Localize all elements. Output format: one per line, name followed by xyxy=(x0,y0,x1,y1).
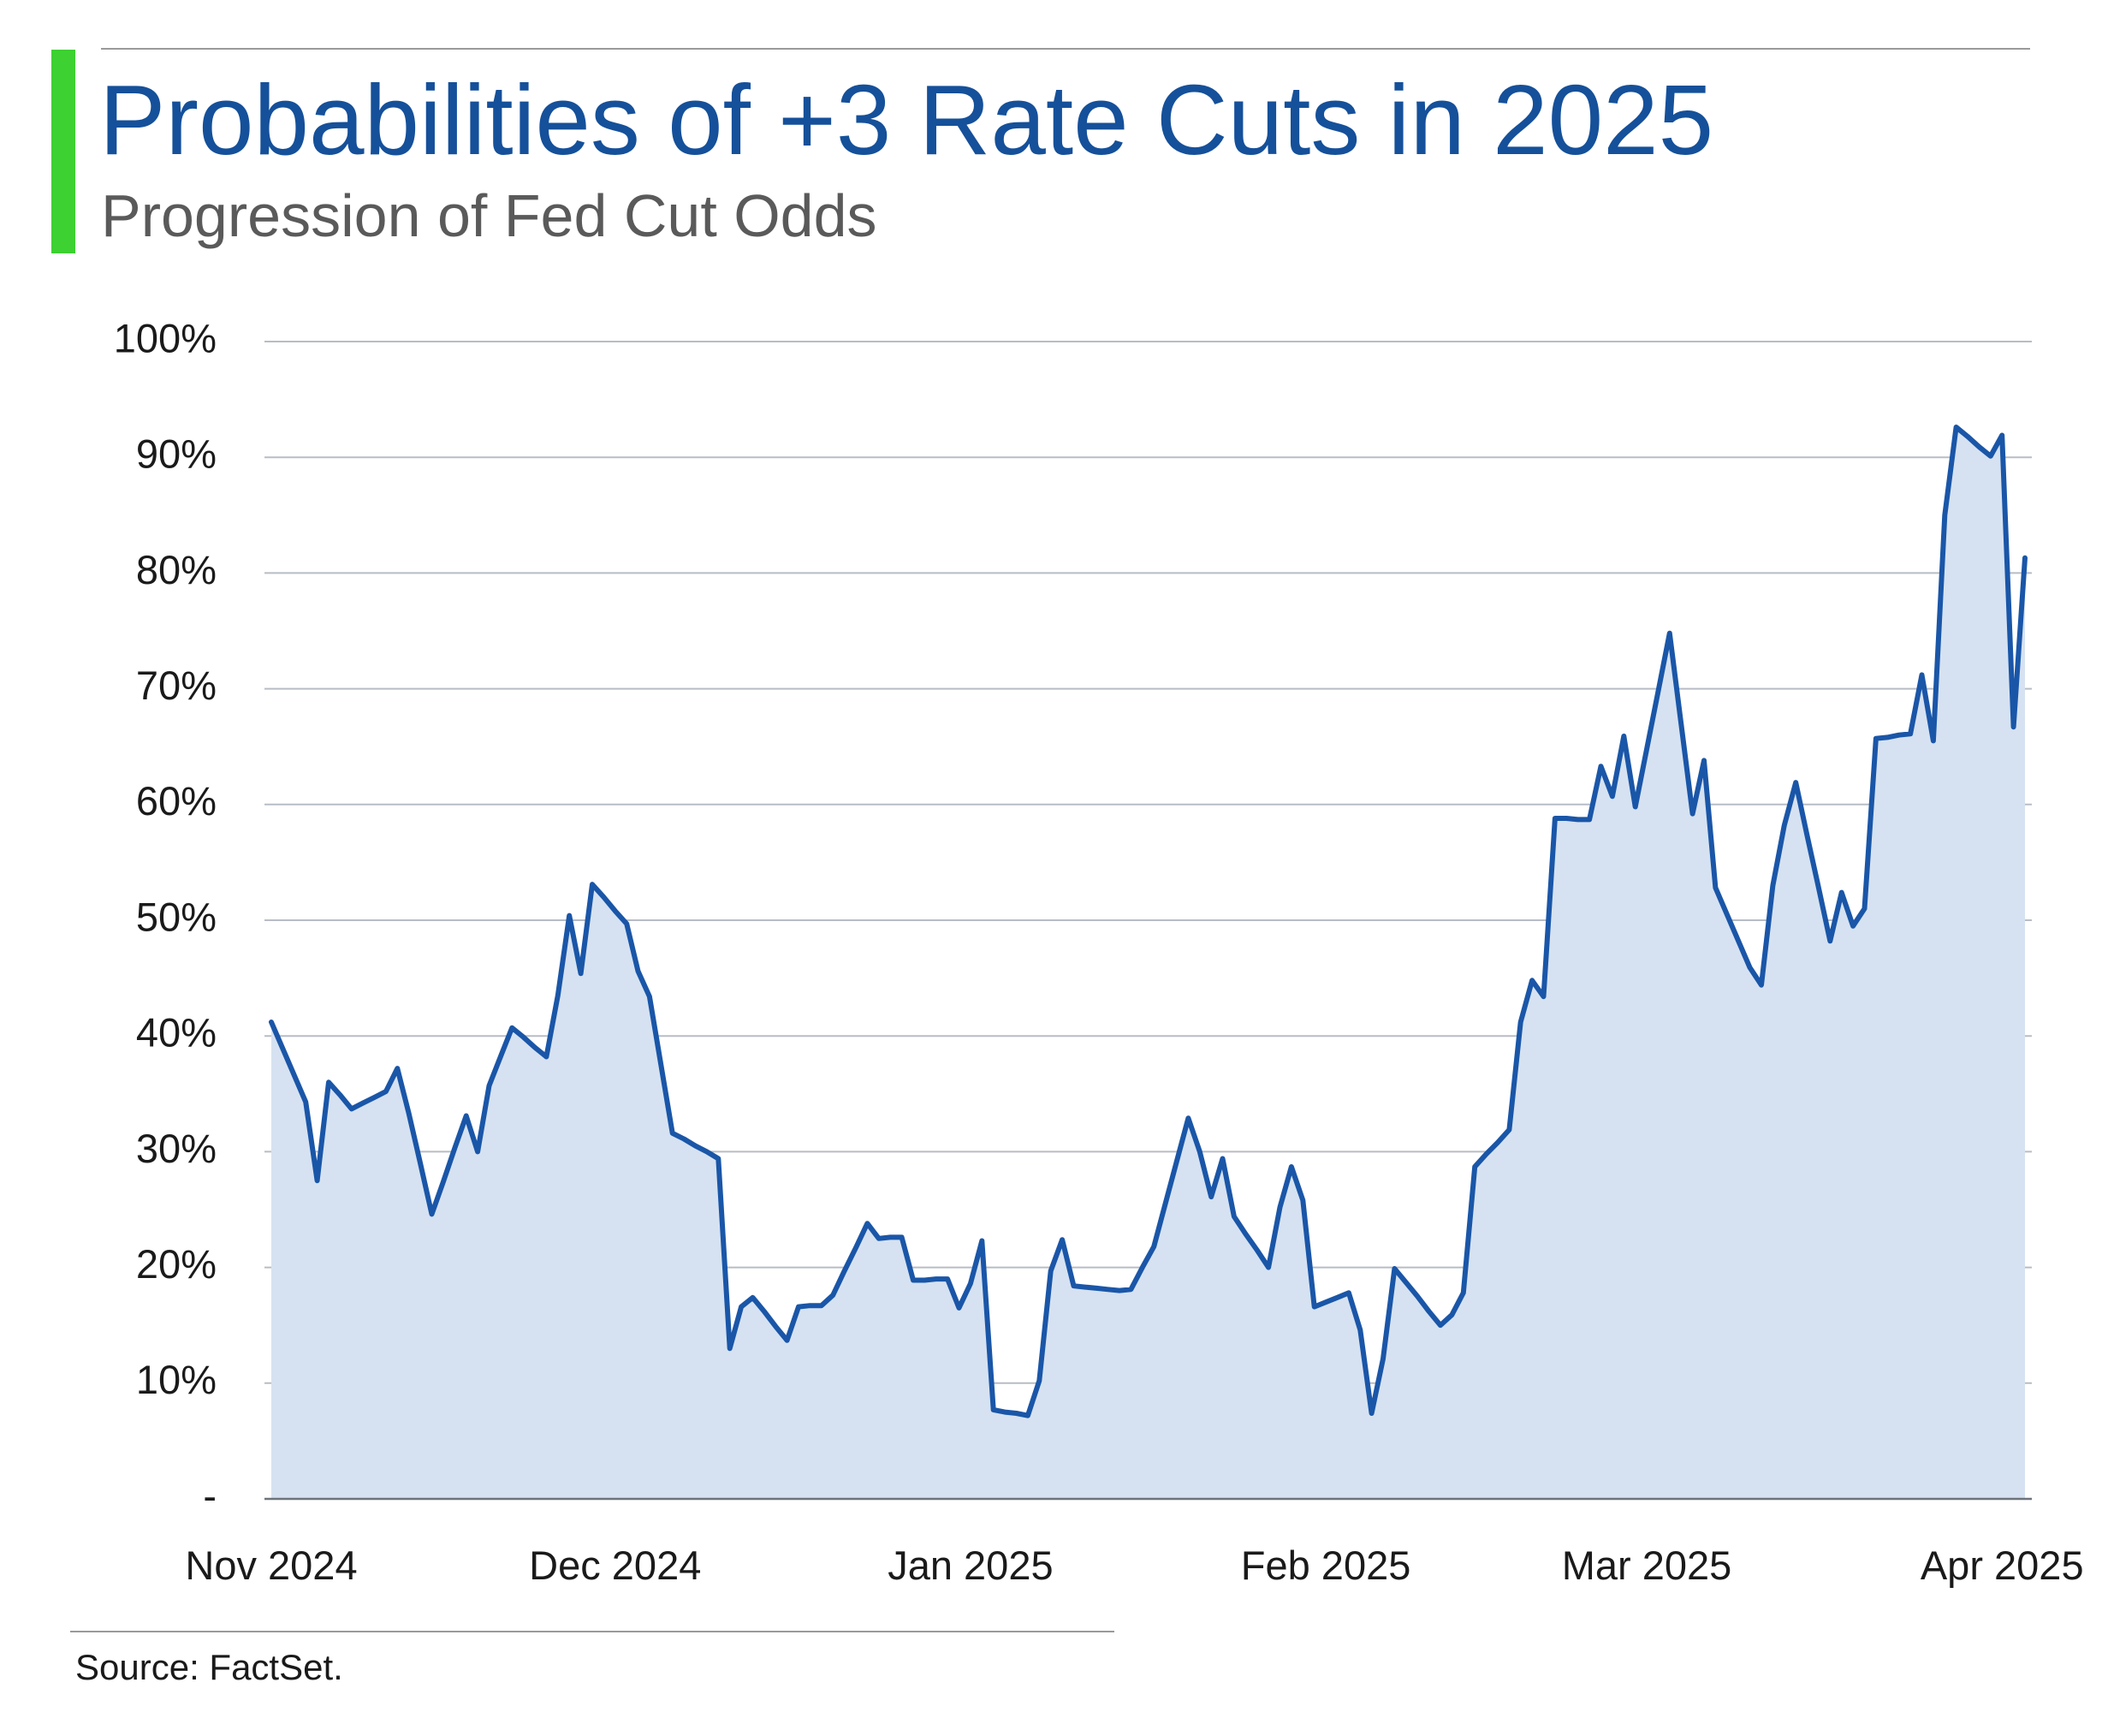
y-tick-label: 30% xyxy=(136,1126,217,1171)
y-tick-label: 90% xyxy=(136,431,217,477)
x-tick-label: Jan 2025 xyxy=(888,1543,1053,1588)
area-fill xyxy=(271,427,2025,1499)
y-tick-label: 50% xyxy=(136,894,217,939)
y-tick-label: 40% xyxy=(136,1010,217,1055)
y-tick-label: 80% xyxy=(136,547,217,592)
x-tick-label: Feb 2025 xyxy=(1241,1543,1411,1588)
x-tick-label: Nov 2024 xyxy=(185,1543,357,1588)
y-tick-label: 10% xyxy=(136,1357,217,1402)
y-tick-label: 60% xyxy=(136,778,217,823)
chart-subtitle: Progression of Fed Cut Odds xyxy=(101,182,877,249)
y-tick-label: 20% xyxy=(136,1241,217,1287)
x-tick-label: Dec 2024 xyxy=(529,1543,701,1588)
accent-bar xyxy=(51,50,75,253)
x-tick-label: Mar 2025 xyxy=(1562,1543,1732,1588)
y-tick-label: 70% xyxy=(136,663,217,708)
chart-title: Probabilities of +3 Rate Cuts in 2025 xyxy=(99,64,1713,175)
data-line xyxy=(269,425,2028,1418)
source-note: Source: FactSet. xyxy=(75,1647,343,1687)
x-tick-label: Apr 2025 xyxy=(1921,1543,2084,1588)
y-tick-label: - xyxy=(203,1472,217,1518)
y-tick-label: 100% xyxy=(114,315,217,360)
